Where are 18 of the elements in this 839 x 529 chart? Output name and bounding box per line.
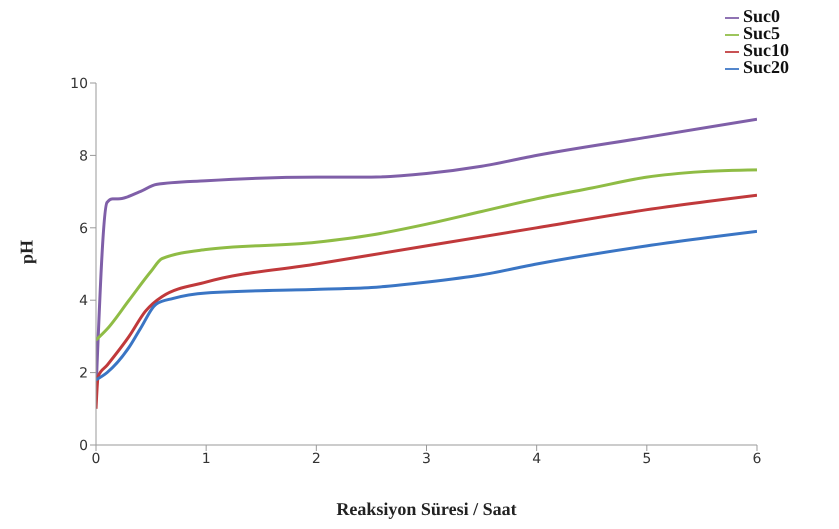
- line-series: [96, 194, 757, 410]
- line-series: [96, 168, 757, 342]
- y-tick-label: 2: [79, 366, 88, 382]
- line-series: [96, 230, 757, 382]
- x-tick-label: 0: [92, 450, 100, 467]
- x-tick-label: 1: [202, 450, 211, 467]
- y-tick-label: 10: [70, 76, 88, 92]
- y-tick-label: 6: [79, 220, 88, 237]
- x-tick-label: 3: [422, 450, 431, 467]
- x-tick-label: 5: [642, 450, 652, 467]
- x-tick-label: 6: [752, 450, 762, 467]
- y-axis-title: pH: [16, 240, 36, 264]
- y-tick-label: 8: [79, 148, 88, 164]
- x-tick-label: 4: [532, 450, 542, 467]
- x-tick-label: 2: [312, 450, 321, 467]
- y-tick-label: 4: [79, 293, 88, 310]
- y-tick-label: 0: [79, 438, 88, 454]
- x-axis-title: Reaksiyon Süresi / Saat: [336, 499, 517, 519]
